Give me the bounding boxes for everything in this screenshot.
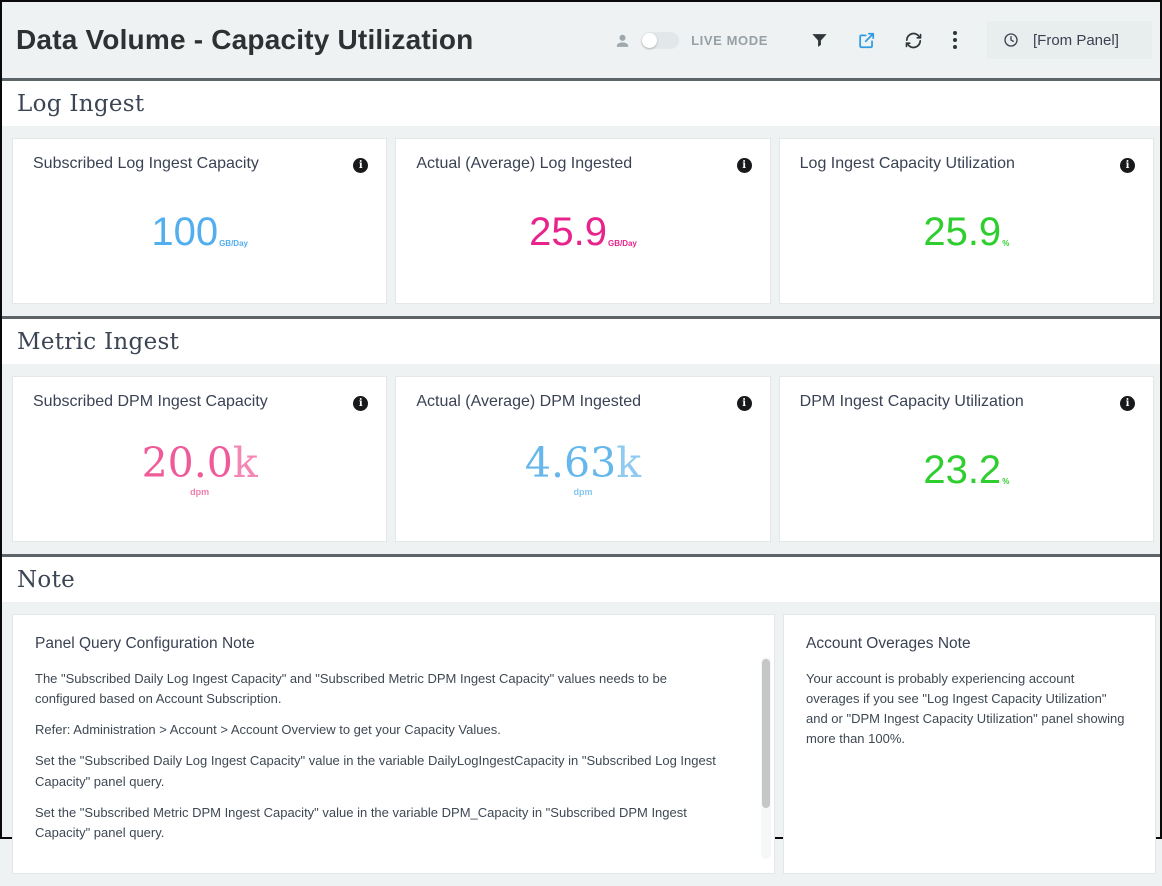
- note-panel-row: Panel Query Configuration Note The "Subs…: [2, 602, 1160, 886]
- note-title: Account Overages Note: [806, 635, 971, 652]
- note-body: Your account is probably experiencing ac…: [806, 669, 1133, 750]
- user-icon: [614, 32, 631, 49]
- panel-actual-log-ingested: Actual (Average) Log Ingested i 25.9 GB/…: [395, 138, 771, 304]
- note-title: Panel Query Configuration Note: [35, 635, 255, 652]
- stat-value: 4.63: [524, 439, 617, 487]
- section-title: Log Ingest: [17, 90, 145, 117]
- header-toolbar: LIVE MODE [From Panel]: [614, 21, 1152, 59]
- more-options-button[interactable]: [937, 31, 973, 49]
- metric-ingest-panel-row: Subscribed DPM Ingest Capacity i 20.0 k …: [2, 364, 1160, 554]
- refresh-button[interactable]: [890, 31, 937, 50]
- section-header-log-ingest: Log Ingest: [2, 81, 1160, 126]
- toggle-knob: [642, 32, 658, 48]
- info-icon[interactable]: i: [736, 158, 752, 173]
- panel-account-overages-note: Account Overages Note Your account is pr…: [783, 614, 1156, 874]
- live-mode-toggle[interactable]: [641, 31, 680, 49]
- panel-title: Actual (Average) Log Ingested: [416, 155, 633, 172]
- panel-dpm-ingest-capacity-utilization: DPM Ingest Capacity Utilization i 23.2 %: [778, 376, 1154, 542]
- stat-value: 25.9: [529, 210, 607, 254]
- panel-title: DPM Ingest Capacity Utilization: [799, 393, 1024, 410]
- time-range-value: [From Panel]: [1033, 31, 1119, 49]
- info-icon[interactable]: i: [353, 396, 369, 411]
- panel-query-configuration-note: Panel Query Configuration Note The "Subs…: [12, 614, 775, 874]
- note-paragraph: Set the "Subscribed Metric DPM Ingest Ca…: [35, 804, 687, 840]
- panel-subscribed-dpm-ingest-capacity: Subscribed DPM Ingest Capacity i 20.0 k …: [12, 376, 388, 542]
- panel-title: Subscribed Log Ingest Capacity: [33, 155, 259, 172]
- section-title: Metric Ingest: [17, 328, 180, 355]
- time-range-selector[interactable]: [From Panel]: [987, 21, 1152, 59]
- scrollbar-track[interactable]: [761, 657, 771, 859]
- stat-value: 23.2: [923, 448, 1002, 492]
- section-title: Note: [17, 566, 76, 593]
- filter-button[interactable]: [796, 31, 843, 50]
- section-divider: [2, 554, 1160, 557]
- stat-unit: dpm: [573, 487, 593, 497]
- note-paragraph: Your account is probably experiencing ac…: [806, 671, 1125, 747]
- stat-unit: GB/Day: [607, 239, 637, 248]
- panel-title: Subscribed DPM Ingest Capacity: [33, 393, 268, 410]
- info-icon[interactable]: i: [736, 396, 752, 411]
- note-body: The "Subscribed Daily Log Ingest Capacit…: [35, 669, 752, 843]
- section-header-metric-ingest: Metric Ingest: [2, 319, 1160, 364]
- stat-value-suffix: k: [232, 439, 258, 487]
- panel-title: Log Ingest Capacity Utilization: [799, 155, 1015, 172]
- live-mode-label: LIVE MODE: [691, 32, 768, 48]
- info-icon[interactable]: i: [353, 158, 369, 173]
- info-icon[interactable]: i: [1119, 396, 1135, 411]
- panel-actual-dpm-ingested: Actual (Average) DPM Ingested i 4.63 k d…: [395, 376, 771, 542]
- clock-icon: [1004, 33, 1018, 47]
- stat-value: 20.0: [141, 439, 233, 487]
- note-paragraph: Refer: Administration > Account > Accoun…: [35, 722, 501, 738]
- section-header-note: Note: [2, 557, 1160, 602]
- note-paragraph: Set the "Subscribed Daily Log Ingest Cap…: [35, 753, 716, 789]
- page-title: Data Volume - Capacity Utilization: [16, 24, 474, 55]
- log-ingest-panel-row: Subscribed Log Ingest Capacity i 100 GB/…: [2, 126, 1160, 316]
- scrollbar-thumb[interactable]: [762, 659, 770, 809]
- stat-value: 25.9: [923, 210, 1002, 254]
- section-divider: [2, 316, 1160, 319]
- stat-unit: %: [1002, 239, 1010, 248]
- stat-value: 100: [151, 210, 219, 254]
- panel-subscribed-log-ingest-capacity: Subscribed Log Ingest Capacity i 100 GB/…: [12, 138, 388, 304]
- stat-value-suffix: k: [616, 439, 642, 487]
- section-divider: [2, 78, 1160, 81]
- panel-title: Actual (Average) DPM Ingested: [416, 393, 642, 410]
- share-button[interactable]: [843, 31, 890, 50]
- stat-unit: dpm: [190, 487, 210, 497]
- panel-log-ingest-capacity-utilization: Log Ingest Capacity Utilization i 25.9 %: [778, 138, 1154, 304]
- info-icon[interactable]: i: [1119, 158, 1135, 173]
- stat-unit: %: [1002, 477, 1010, 486]
- stat-unit: GB/Day: [219, 239, 248, 248]
- note-paragraph: The "Subscribed Daily Log Ingest Capacit…: [35, 671, 667, 707]
- dashboard-header: Data Volume - Capacity Utilization LIVE …: [2, 2, 1160, 78]
